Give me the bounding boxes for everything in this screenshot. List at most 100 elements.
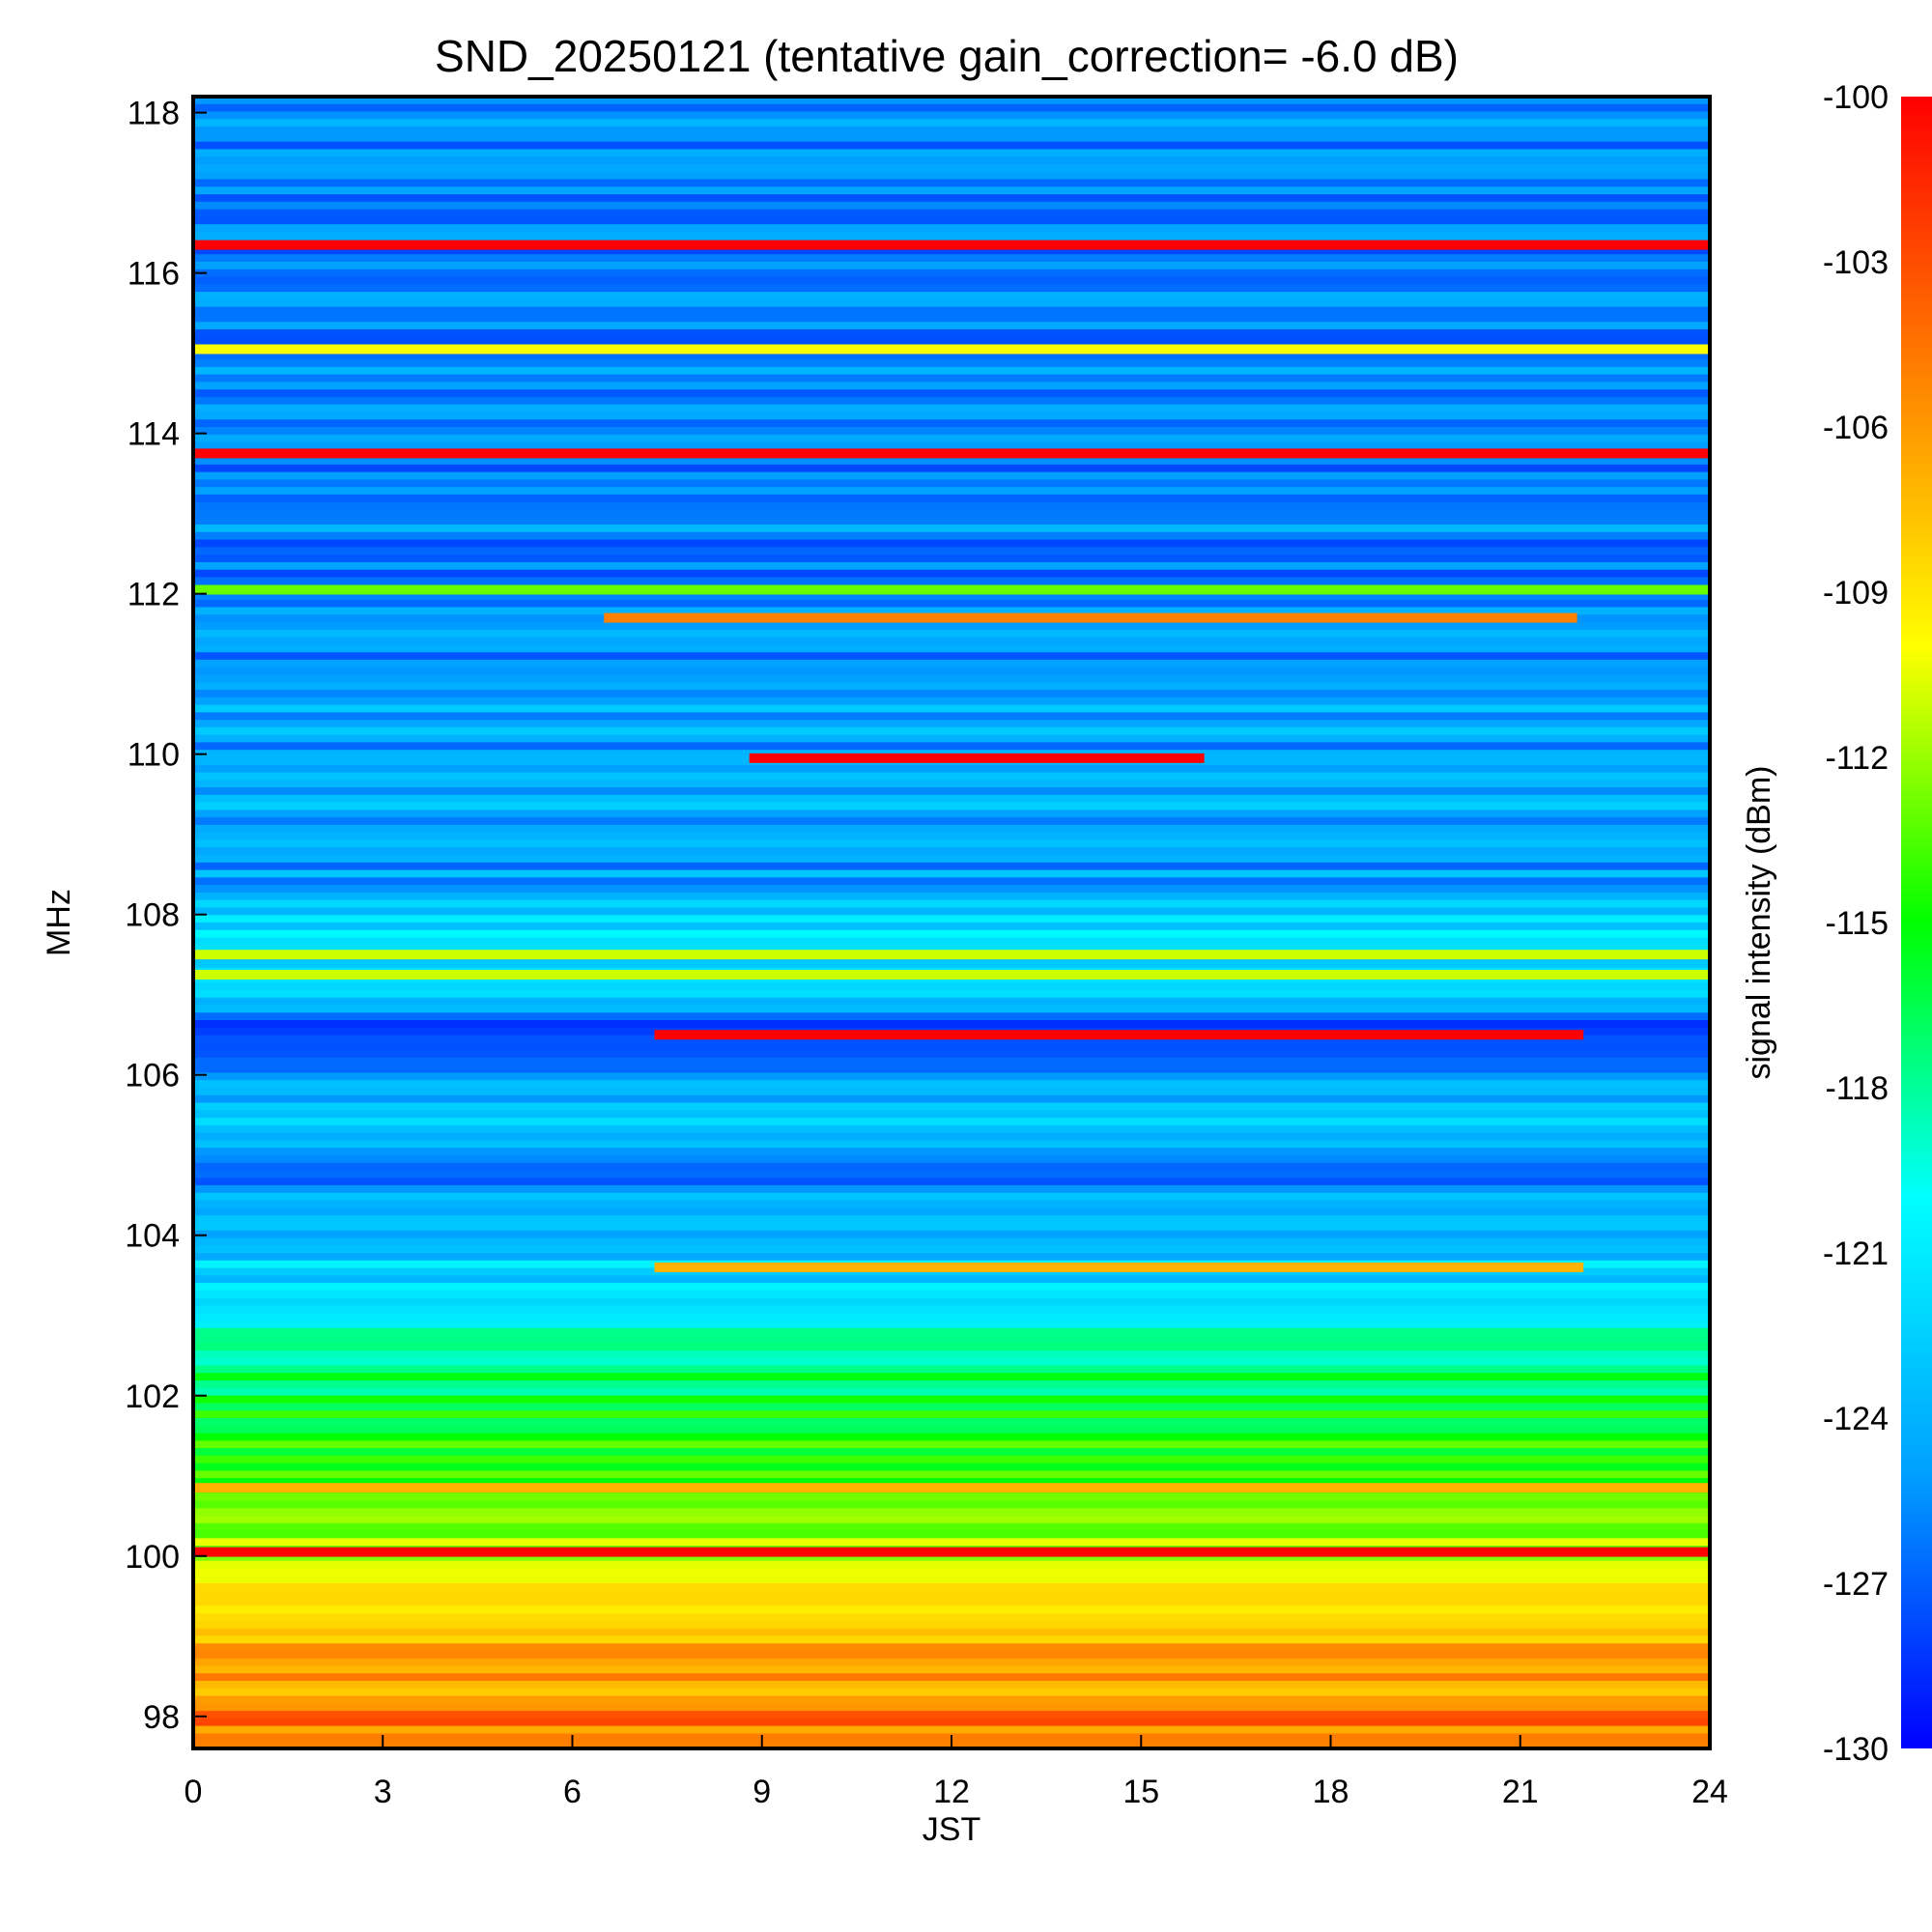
spectrum-row bbox=[193, 1290, 1710, 1299]
spectrum-row bbox=[193, 569, 1710, 579]
x-axis-label: JST bbox=[923, 1811, 980, 1848]
spectrum-row bbox=[193, 1463, 1710, 1472]
spectrum-row bbox=[193, 171, 1710, 181]
y-tick-label: 110 bbox=[128, 737, 180, 774]
spectrum-row bbox=[193, 877, 1710, 886]
spectrum-row bbox=[193, 1387, 1710, 1397]
colorbar-tick-label: -124 bbox=[1823, 1401, 1889, 1437]
chart-title: SND_20250121 (tentative gain_correction=… bbox=[435, 31, 1459, 81]
spectrum-row bbox=[193, 1170, 1710, 1179]
spectrum-row bbox=[193, 314, 1710, 323]
spectrum-row bbox=[193, 374, 1710, 383]
spectrum-row bbox=[193, 1665, 1710, 1674]
spectrum-row bbox=[193, 1620, 1710, 1630]
colorbar-tick-label: -130 bbox=[1823, 1731, 1889, 1768]
spectrum-row bbox=[193, 1410, 1710, 1419]
spectrum-row bbox=[193, 1538, 1710, 1547]
spectrum-row bbox=[193, 644, 1710, 653]
spectrum-row bbox=[193, 419, 1710, 428]
colorbar-tick-label: -127 bbox=[1823, 1566, 1889, 1603]
spectrum-row bbox=[193, 531, 1710, 541]
colorbar-tick-label: -115 bbox=[1825, 905, 1889, 942]
spectrum-row bbox=[193, 201, 1710, 211]
spectrum-row bbox=[193, 1102, 1710, 1111]
spectrum-row bbox=[193, 1605, 1710, 1614]
spectrum-row bbox=[193, 1403, 1710, 1411]
spectrum-row bbox=[193, 1703, 1710, 1712]
spectrum-row bbox=[193, 1072, 1710, 1081]
spectrum-row bbox=[193, 1725, 1710, 1735]
spectrum-row bbox=[193, 427, 1710, 436]
spectrum-row bbox=[193, 892, 1710, 901]
spectrum-row bbox=[193, 103, 1710, 113]
spectrum-row bbox=[193, 246, 1710, 255]
spectrum-row bbox=[193, 810, 1710, 818]
signal-line bbox=[193, 1547, 1710, 1557]
spectrum-row bbox=[193, 1192, 1710, 1202]
spectrum-row bbox=[193, 1327, 1710, 1337]
spectrum-row bbox=[193, 907, 1710, 916]
colorbar-tick-label: -106 bbox=[1823, 410, 1889, 446]
spectrum-row bbox=[193, 855, 1710, 864]
spectrum-row bbox=[193, 1711, 1710, 1719]
spectrum-row bbox=[193, 1124, 1710, 1134]
y-tick-label: 104 bbox=[125, 1218, 180, 1255]
spectrum-row bbox=[193, 622, 1710, 631]
x-tick-label: 0 bbox=[185, 1774, 203, 1810]
spectrum-row bbox=[193, 127, 1710, 135]
spectrum-row bbox=[193, 1718, 1710, 1727]
spectrum-row bbox=[193, 328, 1710, 338]
spectrum-row bbox=[193, 839, 1710, 848]
y-tick-label: 100 bbox=[125, 1539, 180, 1576]
spectrum-row bbox=[193, 772, 1710, 781]
y-tick-label: 98 bbox=[143, 1699, 180, 1736]
spectrum-row bbox=[193, 1470, 1710, 1479]
spectrum-row bbox=[193, 696, 1710, 706]
spectrum-row bbox=[193, 720, 1710, 728]
spectrum-row bbox=[193, 726, 1710, 736]
spectrum-row bbox=[193, 690, 1710, 698]
colorbar-tick-label: -112 bbox=[1825, 740, 1889, 777]
signal-line bbox=[193, 969, 1710, 980]
spectrum-row bbox=[193, 1357, 1710, 1367]
spectrum-row bbox=[193, 1320, 1710, 1329]
spectrum-row bbox=[193, 847, 1710, 856]
spectrum-row bbox=[193, 1365, 1710, 1374]
spectrum-row bbox=[193, 254, 1710, 263]
spectrum-row bbox=[193, 194, 1710, 203]
spectrum-row bbox=[193, 929, 1710, 939]
signal-line bbox=[749, 753, 1205, 763]
colorbar: -100 -103 -106 -109 -112 -115 -118 -121 -124 -127… bbox=[1823, 79, 1932, 1768]
spectrum-row bbox=[193, 1335, 1710, 1344]
spectrum-row bbox=[193, 141, 1710, 151]
spectrum-row bbox=[193, 989, 1710, 999]
spectrum-row bbox=[193, 111, 1710, 120]
spectrum-row bbox=[193, 869, 1710, 878]
colorbar-tick-label: -118 bbox=[1825, 1070, 1889, 1107]
spectrum-row bbox=[193, 674, 1710, 683]
signal-line bbox=[193, 240, 1710, 250]
x-tick-label: 3 bbox=[374, 1774, 392, 1810]
spectrum-row bbox=[193, 352, 1710, 360]
spectrum-row bbox=[193, 97, 1710, 105]
spectrum-row bbox=[193, 982, 1710, 991]
spectrum-row bbox=[193, 923, 1710, 931]
spectrum-row bbox=[193, 1658, 1710, 1667]
spectrum-row bbox=[193, 1373, 1710, 1381]
spectrum-row bbox=[193, 997, 1710, 1007]
spectrum-row bbox=[193, 156, 1710, 165]
spectrum-row bbox=[193, 802, 1710, 811]
spectrum-row bbox=[193, 1132, 1710, 1142]
spectrum-row bbox=[193, 1118, 1710, 1126]
spectrum-row bbox=[193, 224, 1710, 233]
x-tick-label: 15 bbox=[1122, 1774, 1159, 1810]
spectrum-row bbox=[193, 959, 1710, 969]
spectrum-row bbox=[193, 1305, 1710, 1314]
spectrum-row bbox=[193, 517, 1710, 526]
signal-line bbox=[193, 1483, 1710, 1493]
spectrum-row bbox=[193, 592, 1710, 601]
spectrum-row bbox=[193, 1576, 1710, 1584]
spectrum-row bbox=[193, 734, 1710, 744]
y-tick-label: 116 bbox=[128, 256, 180, 293]
